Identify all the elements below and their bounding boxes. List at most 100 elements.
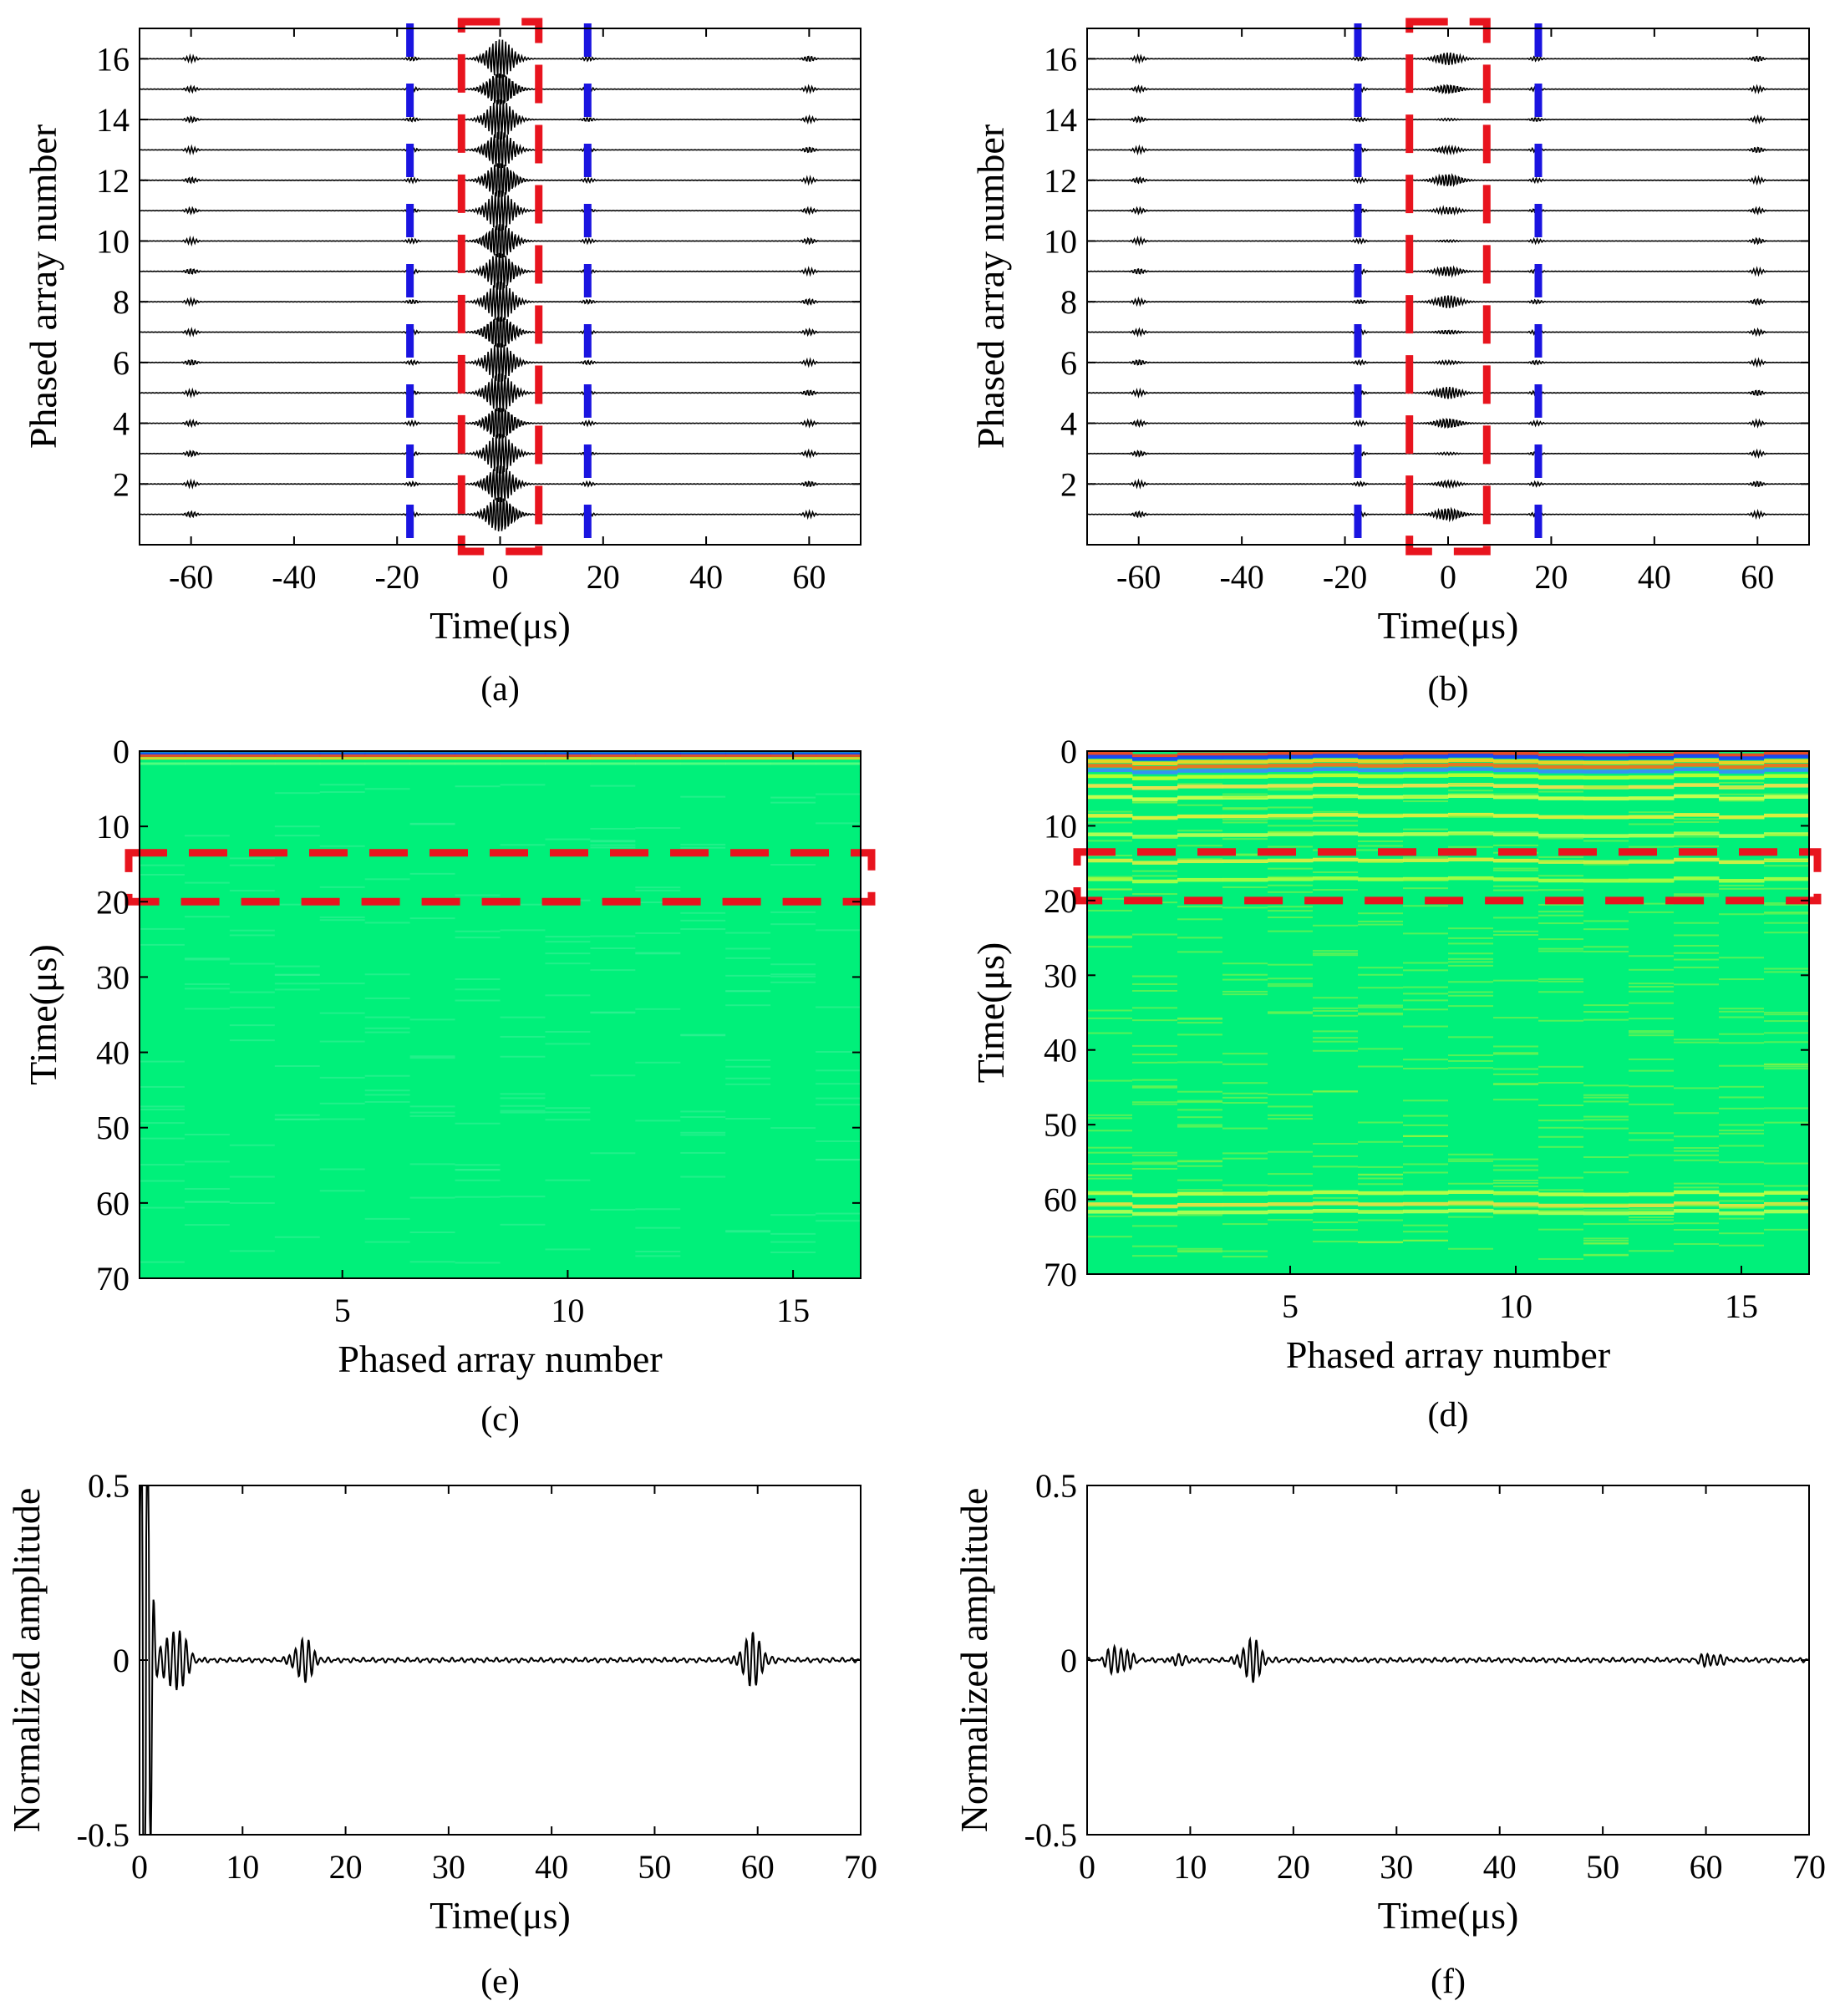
heatmap-texture — [1448, 790, 1493, 792]
y-tick-label: 10 — [96, 808, 130, 846]
heatmap-texture — [1132, 1079, 1177, 1081]
heatmap-texture — [1313, 1009, 1358, 1012]
heatmap-texture — [1177, 1179, 1222, 1181]
heatmap-stripe — [1358, 768, 1404, 773]
heatmap-stripe — [1448, 794, 1494, 799]
heatmap-texture — [1268, 930, 1313, 932]
heatmap-texture — [274, 792, 320, 795]
heatmap-texture — [1268, 1011, 1313, 1013]
heatmap-texture — [1448, 1005, 1493, 1008]
heatmap-texture — [1222, 838, 1268, 840]
heatmap-stripe — [1493, 832, 1539, 837]
heatmap-stripe — [1538, 1192, 1584, 1196]
heatmap-texture — [770, 1214, 816, 1216]
y-tick-label: 16 — [96, 40, 130, 78]
heatmap-texture — [1719, 1064, 1764, 1067]
y-tick-label: 10 — [1044, 807, 1077, 845]
panel-e: 0 10 20 30 40 50 60 70-0.500.5Time(μs)Normalize… — [5, 1467, 877, 2001]
heatmap-texture — [1764, 1203, 1809, 1206]
heatmap-stripe — [1222, 859, 1268, 864]
axes-box — [1086, 28, 1810, 546]
heatmap-stripe — [1358, 754, 1404, 759]
heatmap-texture — [1493, 1068, 1538, 1070]
heatmap-texture — [455, 785, 501, 788]
heatmap-stripe — [1222, 785, 1268, 789]
panel-b: -60 -40 -20 0 20 40 60 2 4 6 8 10 12 14 16 Time(μs) Phas… — [969, 18, 1810, 708]
heatmap-texture — [1132, 1161, 1177, 1164]
heatmap-texture — [1764, 1228, 1809, 1231]
heatmap-texture — [364, 1094, 410, 1096]
heatmap-stripe — [1719, 1192, 1765, 1197]
heatmap-texture — [1583, 928, 1629, 931]
heatmap-texture — [319, 845, 365, 847]
heatmap-texture — [1719, 793, 1764, 795]
heatmap-texture — [319, 886, 365, 888]
y-tick-label: 2 — [113, 465, 130, 503]
heatmap-texture — [1493, 1017, 1538, 1019]
heatmap-texture — [319, 1102, 365, 1104]
heatmap-texture — [1764, 1032, 1809, 1034]
heatmap-stripe — [1358, 759, 1404, 764]
axes-box — [139, 750, 862, 1279]
heatmap-texture — [1268, 985, 1313, 988]
heatmap-texture — [680, 928, 726, 931]
trace-11 — [139, 190, 862, 231]
x-tick-label: 15 — [1725, 1287, 1758, 1325]
heatmap-texture — [1674, 1186, 1719, 1189]
y-tick-label: 14 — [96, 101, 130, 139]
trace-15 — [139, 73, 862, 105]
y-tick-label: 16 — [1044, 40, 1077, 78]
heatmap-texture — [1268, 1173, 1313, 1176]
heatmap-stripe — [1629, 760, 1675, 764]
heatmap-texture — [500, 929, 546, 932]
heatmap-texture — [1583, 1011, 1629, 1013]
heatmap-texture — [455, 1196, 501, 1198]
heatmap-texture — [1177, 1165, 1222, 1167]
x-tick-label: 50 — [638, 1848, 671, 1886]
heatmap-stripe — [1493, 784, 1539, 788]
heatmap-texture — [1222, 1063, 1268, 1065]
heatmap-texture — [1719, 800, 1764, 802]
heatmap-texture — [1132, 1154, 1177, 1156]
heatmap-texture — [1493, 869, 1538, 871]
heatmap-texture — [1222, 973, 1268, 976]
heatmap-stripe — [1629, 878, 1675, 883]
heatmap-texture — [1629, 846, 1674, 848]
heatmap-texture — [319, 916, 365, 918]
heatmap-stripe — [1268, 1210, 1314, 1214]
heatmap-stripe — [1358, 795, 1404, 800]
heatmap-texture — [1493, 917, 1538, 919]
heatmap-texture — [1132, 1167, 1177, 1170]
heatmap-stripe — [1629, 753, 1675, 757]
heatmap-texture — [455, 937, 501, 939]
heatmap-stripe — [229, 762, 276, 765]
heatmap-stripe — [1177, 1210, 1223, 1215]
heatmap-texture — [1538, 875, 1583, 877]
heatmap-texture — [1132, 1086, 1177, 1089]
y-tick-label: 30 — [96, 958, 130, 996]
heatmap-stripe — [1674, 1209, 1720, 1213]
heatmap-texture — [229, 890, 275, 892]
heatmap-texture — [1493, 1212, 1538, 1215]
heatmap-stripe — [1177, 833, 1223, 837]
heatmap-texture — [1764, 1011, 1809, 1013]
heatmap-texture — [1583, 1115, 1629, 1118]
heatmap-stripe — [1764, 876, 1810, 881]
y-tick-label: 0.5 — [1035, 1467, 1077, 1505]
heatmap-texture — [1719, 1145, 1764, 1147]
heatmap-stripe — [725, 752, 771, 755]
heatmap-texture — [1719, 1096, 1764, 1099]
x-tick-label: 20 — [1534, 558, 1568, 596]
heatmap-texture — [274, 835, 320, 837]
heatmap-texture — [635, 1008, 681, 1010]
heatmap-texture — [1583, 1203, 1629, 1206]
heatmap-texture — [1222, 886, 1268, 888]
panel-caption: (b) — [1428, 670, 1469, 708]
heatmap-texture — [770, 864, 816, 866]
heatmap-texture — [725, 974, 771, 977]
heatmap-texture — [1764, 1068, 1809, 1070]
heatmap-texture — [1493, 1052, 1538, 1054]
heatmap-stripe — [1538, 760, 1584, 764]
heatmap-texture — [725, 1231, 771, 1233]
heatmap-texture — [1313, 825, 1358, 827]
